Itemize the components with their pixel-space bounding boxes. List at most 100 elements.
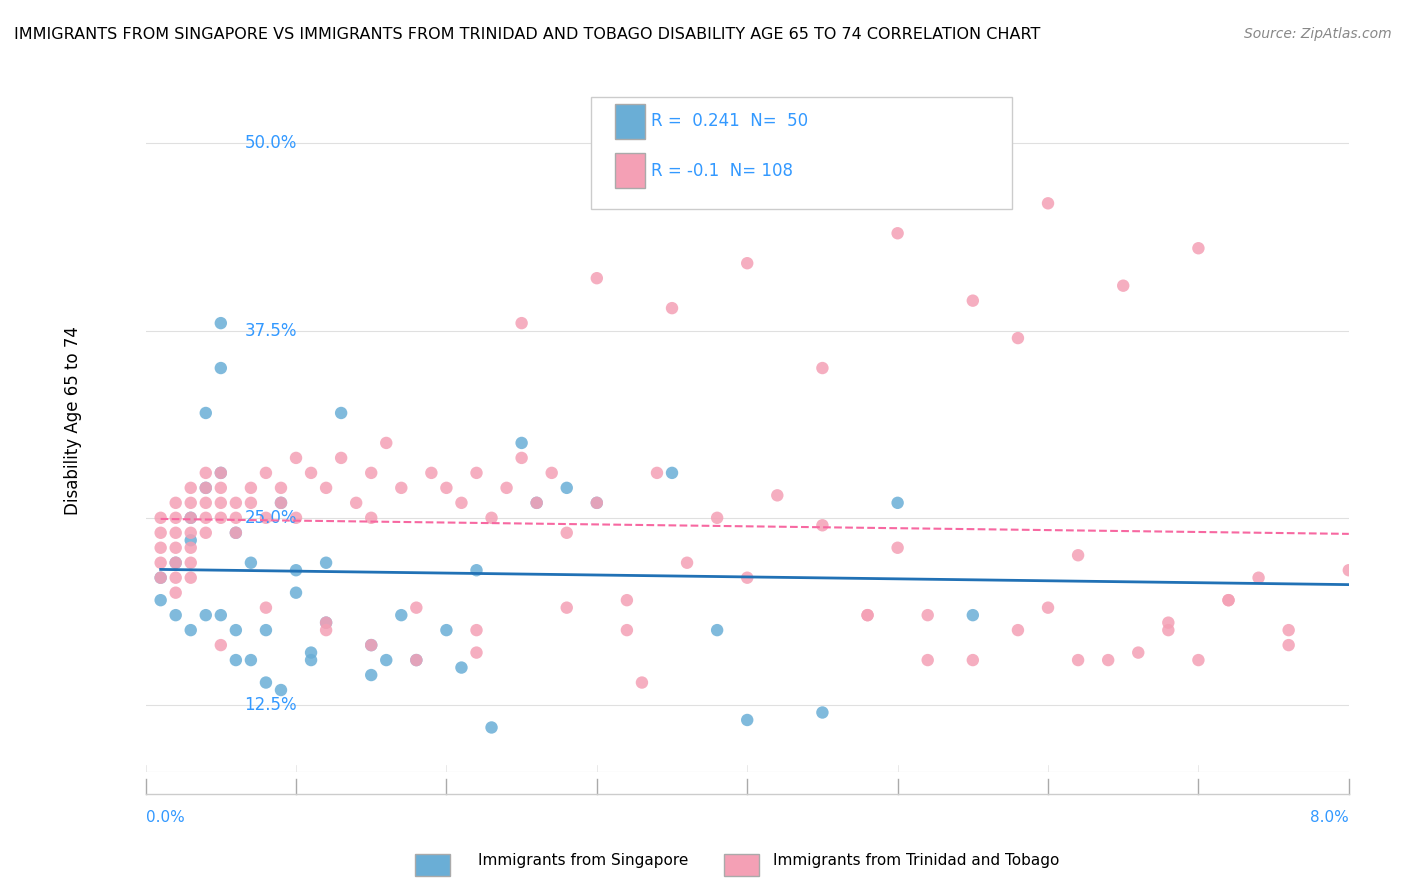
Point [1157, 623, 1180, 637]
Point [270, 481, 292, 495]
Point [1218, 593, 1240, 607]
Point [194, 525, 217, 540]
Point [194, 406, 217, 420]
Point [616, 623, 638, 637]
Point [405, 653, 427, 667]
Point [209, 466, 232, 480]
Point [225, 653, 247, 667]
Point [165, 608, 187, 623]
Point [585, 496, 607, 510]
Point [661, 466, 683, 480]
Point [360, 510, 382, 524]
Point [510, 316, 533, 330]
Point [209, 608, 232, 623]
Point [180, 571, 202, 585]
Point [360, 466, 382, 480]
Point [375, 436, 398, 450]
Point [225, 496, 247, 510]
Point [1036, 196, 1059, 211]
Point [661, 301, 683, 315]
Point [194, 608, 217, 623]
Point [209, 638, 232, 652]
Point [194, 466, 217, 480]
Text: 50.0%: 50.0% [245, 135, 297, 153]
Point [209, 496, 232, 510]
Point [886, 541, 908, 555]
Point [194, 481, 217, 495]
Point [510, 450, 533, 465]
Point [631, 675, 654, 690]
Text: Immigrants from Singapore: Immigrants from Singapore [478, 854, 689, 868]
Point [149, 541, 172, 555]
Point [165, 585, 187, 599]
Point [811, 518, 834, 533]
Point [360, 638, 382, 652]
Point [180, 525, 202, 540]
Point [585, 496, 607, 510]
Point [270, 496, 292, 510]
Point [165, 541, 187, 555]
Point [360, 668, 382, 682]
Point [526, 496, 548, 510]
Point [526, 496, 548, 510]
Point [540, 466, 562, 480]
Point [886, 227, 908, 241]
Point [180, 541, 202, 555]
Point [1036, 600, 1059, 615]
Point [254, 623, 277, 637]
Point [239, 653, 262, 667]
Point [962, 608, 984, 623]
Point [180, 481, 202, 495]
Point [766, 488, 789, 502]
Point [270, 496, 292, 510]
Point [315, 556, 337, 570]
Point [239, 481, 262, 495]
Point [1278, 623, 1301, 637]
Point [209, 510, 232, 524]
Point [510, 436, 533, 450]
Point [285, 510, 308, 524]
Point [225, 525, 247, 540]
Point [315, 623, 337, 637]
Point [180, 556, 202, 570]
Point [299, 646, 322, 660]
Point [1007, 331, 1029, 345]
Point [1247, 571, 1270, 585]
Point [1278, 638, 1301, 652]
Text: Immigrants from Trinidad and Tobago: Immigrants from Trinidad and Tobago [773, 854, 1060, 868]
Point [165, 556, 187, 570]
Point [209, 481, 232, 495]
Point [375, 653, 398, 667]
Point [299, 466, 322, 480]
Point [149, 510, 172, 524]
Point [149, 556, 172, 570]
Point [389, 481, 412, 495]
Point [389, 608, 412, 623]
Point [194, 510, 217, 524]
Point [360, 638, 382, 652]
Point [495, 481, 517, 495]
Point [165, 571, 187, 585]
Point [285, 450, 308, 465]
Point [1112, 278, 1135, 293]
Point [330, 406, 353, 420]
Point [330, 450, 353, 465]
Point [1007, 623, 1029, 637]
Point [254, 675, 277, 690]
Point [811, 361, 834, 376]
Point [735, 256, 758, 270]
Point [676, 556, 699, 570]
Text: Disability Age 65 to 74: Disability Age 65 to 74 [65, 326, 83, 515]
Point [344, 496, 367, 510]
Point [465, 466, 488, 480]
Point [1187, 653, 1209, 667]
Point [555, 481, 578, 495]
Point [1337, 563, 1360, 577]
Point [706, 623, 728, 637]
Point [165, 510, 187, 524]
Point [209, 316, 232, 330]
Point [285, 563, 308, 577]
Point [616, 593, 638, 607]
Point [149, 571, 172, 585]
Point [555, 525, 578, 540]
